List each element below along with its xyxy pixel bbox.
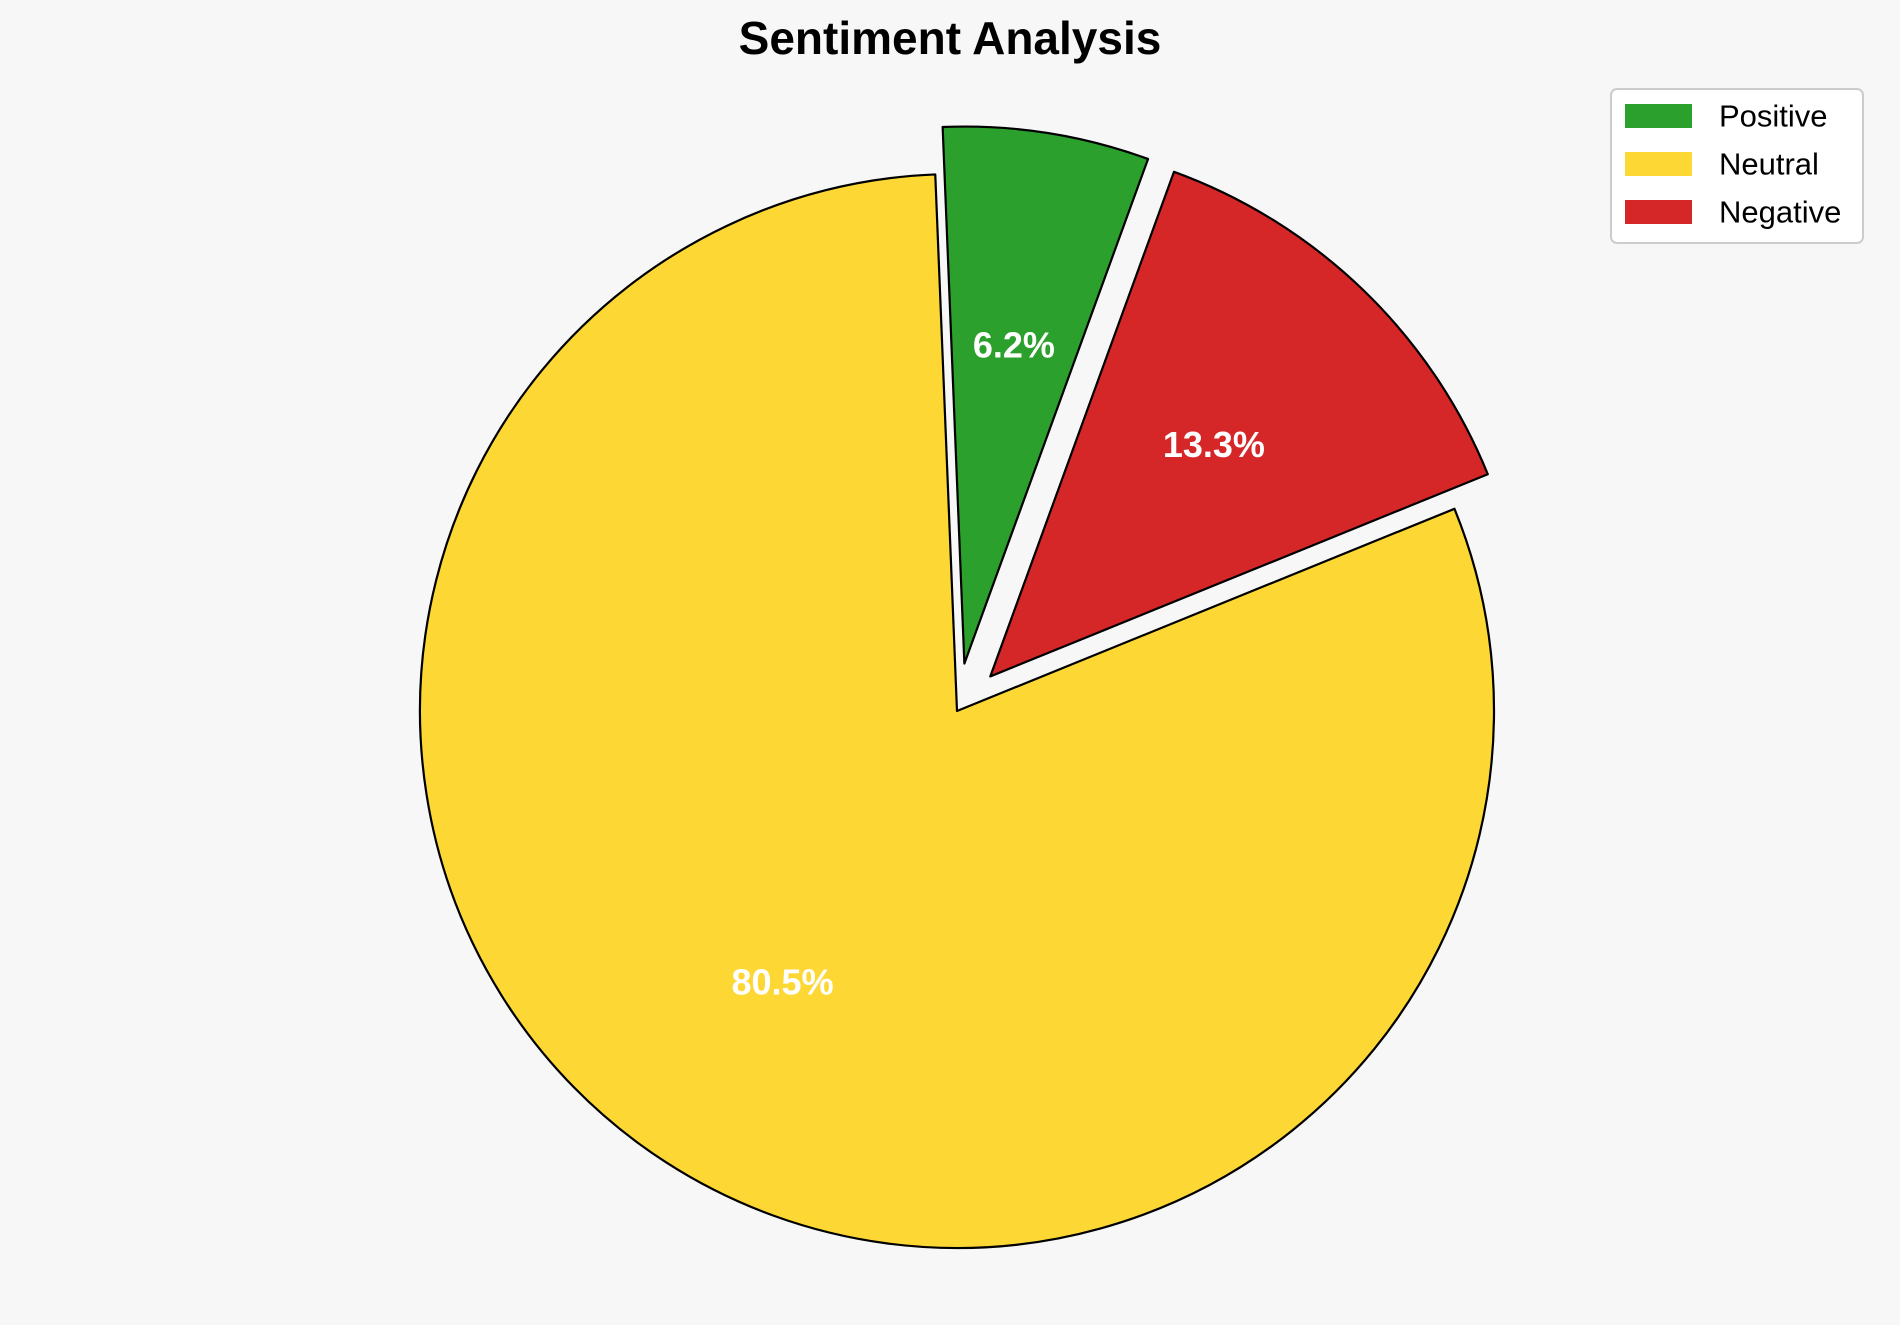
legend-label-positive: Positive [1719,99,1828,134]
legend-swatch-neutral [1625,152,1692,176]
pie-slice-neutral [418,173,1496,1250]
legend-swatch-positive [1625,104,1692,128]
pie-slices [418,125,1496,1250]
pie-slice-labels: 6.2% 80.5% 13.3% [732,325,1265,1003]
legend-entry-negative: Negative [1625,195,1841,230]
legend-label-negative: Negative [1719,195,1841,230]
legend: Positive Neutral Negative [1610,88,1864,244]
slice-label-negative: 13.3% [1163,424,1265,465]
slice-label-neutral: 80.5% [732,961,834,1002]
pie-slice-negative [989,170,1489,678]
legend-entry-neutral: Neutral [1625,147,1819,182]
chart-title: Sentiment Analysis [739,12,1162,64]
legend-entry-positive: Positive [1625,99,1828,134]
legend-items: Positive Neutral Negative [1625,99,1841,230]
legend-label-neutral: Neutral [1719,147,1819,182]
legend-swatch-negative [1625,200,1692,224]
pie-slice-positive [941,125,1150,665]
slice-label-positive: 6.2% [973,325,1055,366]
